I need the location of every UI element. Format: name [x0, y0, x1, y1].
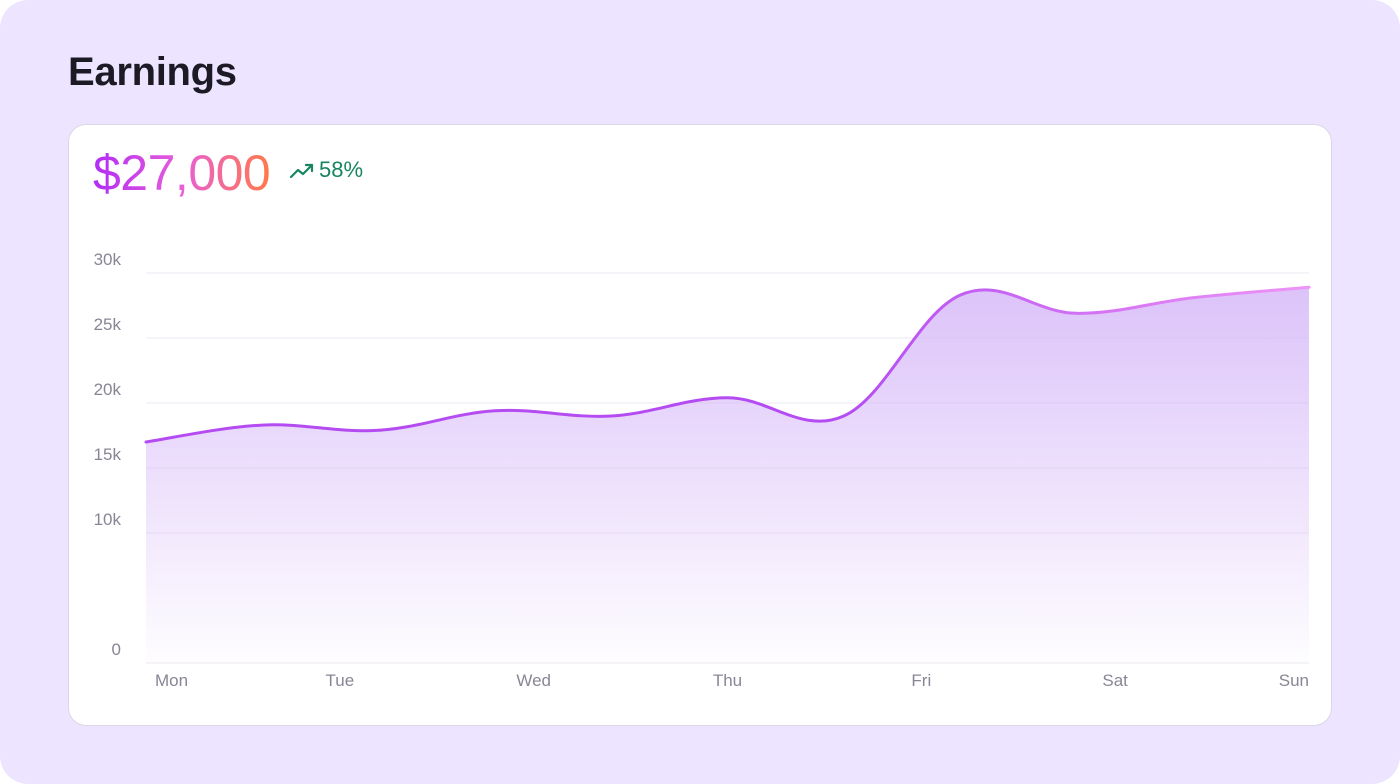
trending-up-icon: [289, 160, 315, 180]
data-point: [725, 395, 731, 401]
data-point: [1073, 310, 1079, 316]
earnings-area: [146, 287, 1309, 663]
data-point: [376, 427, 382, 433]
x-tick-label: Sun: [1279, 671, 1309, 690]
x-tick-label: Thu: [713, 671, 742, 690]
page-title: Earnings: [68, 50, 237, 94]
x-tick-label: Mon: [155, 671, 188, 690]
y-tick-label: 15k: [94, 445, 122, 464]
data-point: [841, 413, 847, 419]
data-point: [492, 408, 498, 414]
total-earnings-value: $27,000: [93, 145, 271, 201]
y-tick-label: 10k: [94, 510, 122, 529]
data-point: [608, 413, 614, 419]
data-point: [957, 292, 963, 298]
data-point: [259, 422, 265, 428]
data-point: [143, 439, 149, 445]
earnings-chart: 0 10k 15k 20k 25k 30k Mon Tue Wed Thu Fri Sat Sun: [94, 250, 1312, 690]
change-indicator: 58%: [289, 155, 363, 185]
y-tick-label: 0: [112, 640, 121, 659]
data-point: [1190, 295, 1196, 301]
data-point: [1306, 284, 1312, 290]
change-percent: 58%: [319, 157, 364, 182]
y-tick-label: 20k: [94, 380, 122, 399]
earnings-card: $27,000 58% 0 10k 15k 20k 25k 30k Mon Tue Wed Thu…: [68, 124, 1332, 726]
y-tick-label: 30k: [94, 250, 122, 269]
earnings-line: [144, 285, 1311, 444]
y-tick-label: 25k: [94, 315, 122, 334]
x-tick-label: Sat: [1102, 671, 1128, 690]
x-tick-label: Fri: [911, 671, 931, 690]
x-tick-label: Tue: [325, 671, 354, 690]
x-tick-label: Wed: [516, 671, 551, 690]
